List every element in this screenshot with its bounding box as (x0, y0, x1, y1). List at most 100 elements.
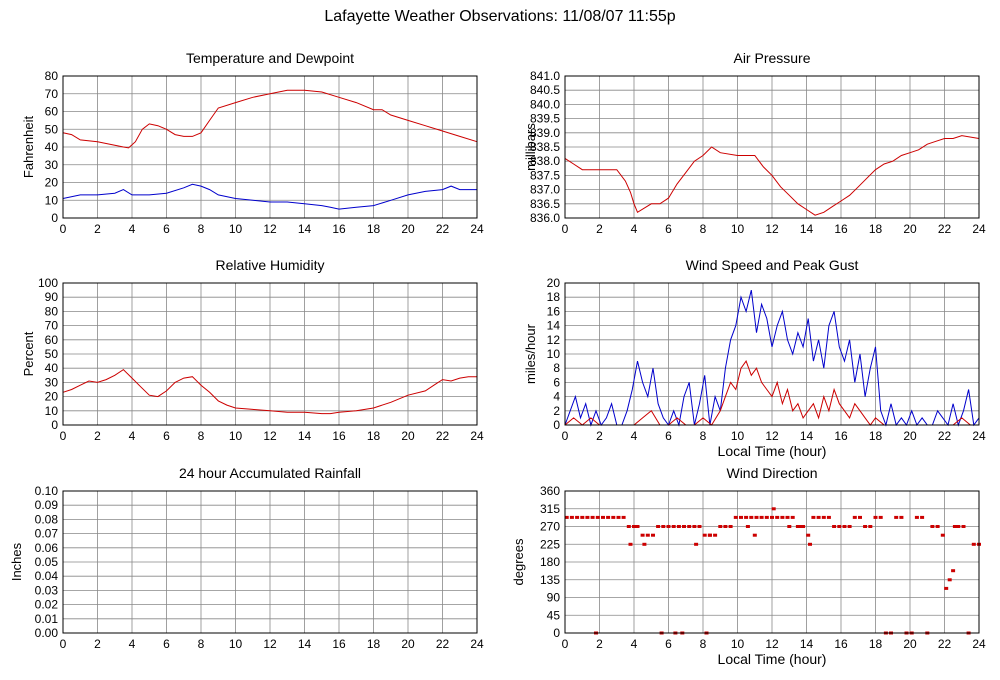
temp-ytick-label: 60 (45, 105, 59, 119)
dir-xtick-label: 14 (800, 637, 814, 651)
dir-point (790, 515, 795, 519)
rh-xtick-label: 20 (401, 429, 415, 443)
rain-ytick-label: 0.06 (35, 541, 59, 555)
dir-point (671, 525, 676, 528)
rh-chart-title: Relative Humidity (216, 257, 325, 273)
rain-xtick-label: 16 (332, 637, 346, 651)
wind-chart-title: Wind Speed and Peak Gust (686, 257, 859, 273)
wind-ytick-label: 6 (553, 375, 560, 389)
dir-point (947, 578, 952, 582)
dir-point (914, 515, 919, 519)
rh-xtick-label: 2 (94, 429, 101, 443)
rh-ytick-label: 0 (51, 418, 58, 432)
dir-xtick-label: 18 (869, 637, 883, 651)
wind-xtick-label: 22 (938, 429, 952, 443)
dir-xtick-label: 20 (903, 637, 917, 651)
dir-point (697, 525, 702, 528)
press-ytick-label: 836.5 (530, 197, 560, 211)
dir-point (842, 525, 847, 528)
dir-point (575, 515, 580, 519)
dir-point (787, 525, 792, 528)
press-xtick-label: 14 (800, 222, 814, 236)
dir-point (733, 515, 738, 519)
rh-xtick-label: 14 (298, 429, 312, 443)
press-xtick-label: 2 (596, 222, 603, 236)
dir-point (899, 515, 904, 519)
dir-xtick-label: 6 (665, 637, 672, 651)
rh-ytick-label: 90 (45, 290, 59, 304)
temp-ytick-label: 50 (45, 122, 59, 136)
rh-xtick-label: 0 (60, 429, 67, 443)
dir-point (806, 533, 811, 537)
dir-point (868, 525, 873, 528)
press-xtick-label: 8 (700, 222, 707, 236)
dir-point (595, 515, 600, 519)
dir-point (754, 515, 759, 519)
rh-xtick-label: 8 (198, 429, 205, 443)
dir-point (590, 515, 595, 519)
dir-xtick-label: 24 (972, 637, 986, 651)
dir-point (676, 525, 681, 528)
rain-ylabel: Inches (9, 542, 24, 581)
dir-point (935, 525, 940, 528)
rain-xtick-label: 18 (367, 637, 381, 651)
rh-ytick-label: 60 (45, 333, 59, 347)
dir-point (797, 525, 802, 528)
dir-point (878, 515, 883, 519)
temp-series-1 (62, 183, 477, 210)
dir-point (616, 515, 621, 519)
rain-xtick-label: 2 (94, 637, 101, 651)
press-ytick-label: 837.5 (530, 168, 560, 182)
dir-point (894, 515, 899, 519)
temp-series-0 (62, 89, 478, 149)
wind-xtick-label: 16 (834, 429, 848, 443)
dir-point (728, 525, 733, 528)
dir-point (642, 542, 647, 546)
dir-point (852, 515, 857, 519)
rh-ytick-label: 50 (45, 347, 59, 361)
press-ytick-label: 839.5 (530, 112, 560, 126)
wind-ytick-label: 4 (553, 390, 560, 404)
temp-xtick-label: 2 (94, 222, 101, 236)
dir-point (759, 515, 764, 519)
dir-xtick-label: 10 (731, 637, 745, 651)
dir-point (801, 525, 806, 528)
dir-point (816, 515, 821, 519)
dir-ytick-label: 225 (540, 537, 560, 551)
dir-ytick-label: 0 (553, 626, 560, 640)
dir-point (863, 525, 868, 528)
press-ytick-label: 836.0 (530, 211, 560, 225)
dir-frame (564, 490, 980, 634)
press-ytick-label: 840.0 (530, 97, 560, 111)
temp-xtick-label: 8 (198, 222, 205, 236)
wind-xtick-label: 4 (631, 429, 638, 443)
rain-ytick-label: 0.01 (35, 612, 59, 626)
dir-point (749, 515, 754, 519)
dir-point (569, 515, 574, 519)
rh-xtick-label: 18 (367, 429, 381, 443)
wind-xtick-label: 2 (596, 429, 603, 443)
wind-xtick-label: 12 (765, 429, 779, 443)
temp-ytick-label: 40 (45, 140, 59, 154)
dir-point (580, 515, 585, 519)
temp-ylabel: Fahrenheit (21, 116, 36, 179)
wind-frame (564, 282, 980, 426)
dir-point (713, 533, 718, 537)
rain-ytick-label: 0.00 (35, 626, 59, 640)
dir-ytick-label: 90 (547, 591, 561, 605)
rain-xtick-label: 10 (229, 637, 243, 651)
temp-xtick-label: 12 (263, 222, 277, 236)
dir-xtick-label: 16 (834, 637, 848, 651)
temp-xtick-label: 20 (401, 222, 415, 236)
dir-point (961, 525, 966, 528)
dir-point (635, 525, 640, 528)
wind-ytick-label: 8 (553, 361, 560, 375)
press-ytick-label: 838.0 (530, 154, 560, 168)
rh-ytick-label: 30 (45, 375, 59, 389)
dir-point (611, 515, 616, 519)
dir-point (718, 525, 723, 528)
wind-xlabel: Local Time (hour) (718, 443, 827, 459)
dir-ytick-label: 135 (540, 573, 560, 587)
dir-point (621, 515, 626, 519)
